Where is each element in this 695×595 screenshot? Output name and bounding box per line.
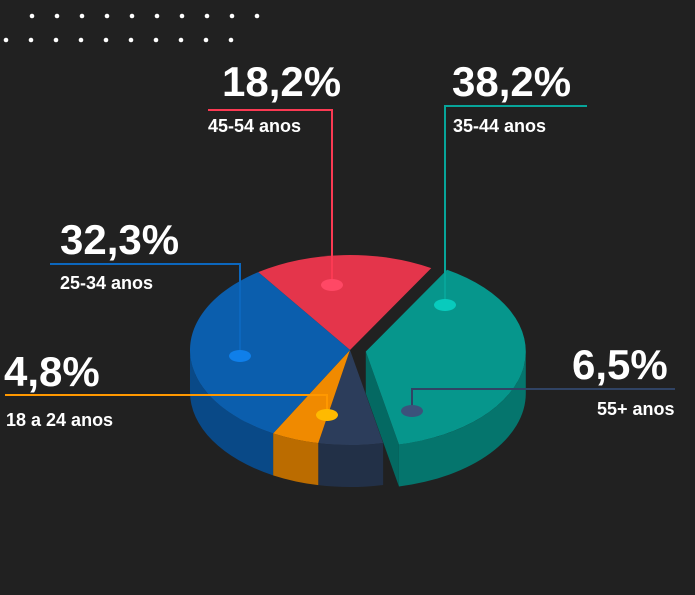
value-label: 6,5% (572, 341, 668, 388)
leader-dot (229, 350, 251, 362)
leader-dot (434, 299, 456, 311)
dot (203, 37, 209, 43)
slice-side (365, 351, 399, 487)
slice-side (398, 351, 526, 487)
dot (128, 37, 134, 43)
leader-dot (316, 409, 338, 421)
leader-line (208, 109, 333, 285)
dot (53, 37, 59, 43)
slice (273, 350, 350, 444)
value-label: 18,2% (222, 58, 341, 105)
category-label: 35-44 anos (453, 116, 546, 136)
dot (103, 37, 109, 43)
leader-line (444, 105, 587, 305)
dot (154, 13, 160, 19)
slice (190, 272, 350, 434)
slice (258, 255, 432, 350)
leader-dot (321, 279, 343, 291)
category-label: 55+ anos (597, 399, 675, 419)
value-label: 4,8% (4, 348, 100, 395)
slice-side (273, 433, 319, 486)
value-label: 32,3% (60, 216, 179, 263)
category-label: 18 a 24 anos (6, 410, 113, 430)
dot (179, 13, 185, 19)
dot (28, 37, 34, 43)
dot (104, 13, 110, 19)
dot (153, 37, 159, 43)
decorative-dots (3, 13, 260, 43)
leader-line (50, 263, 241, 356)
slice-side (318, 442, 384, 487)
leader-line (411, 388, 675, 411)
dot (204, 13, 210, 19)
value-label: 38,2% (452, 58, 571, 105)
dot (54, 13, 60, 19)
dot (254, 13, 260, 19)
dot (29, 13, 35, 19)
dot (178, 37, 184, 43)
dot (79, 13, 85, 19)
dot (129, 13, 135, 19)
slice-side (190, 350, 274, 476)
dot (228, 37, 234, 43)
leader-line (5, 394, 328, 415)
category-label: 25-34 anos (60, 273, 153, 293)
leader-dot (401, 405, 423, 417)
dot (78, 37, 84, 43)
category-label: 45-54 anos (208, 116, 301, 136)
dot (3, 37, 9, 43)
slice (318, 350, 384, 446)
dot (229, 13, 235, 19)
slice (365, 269, 526, 445)
